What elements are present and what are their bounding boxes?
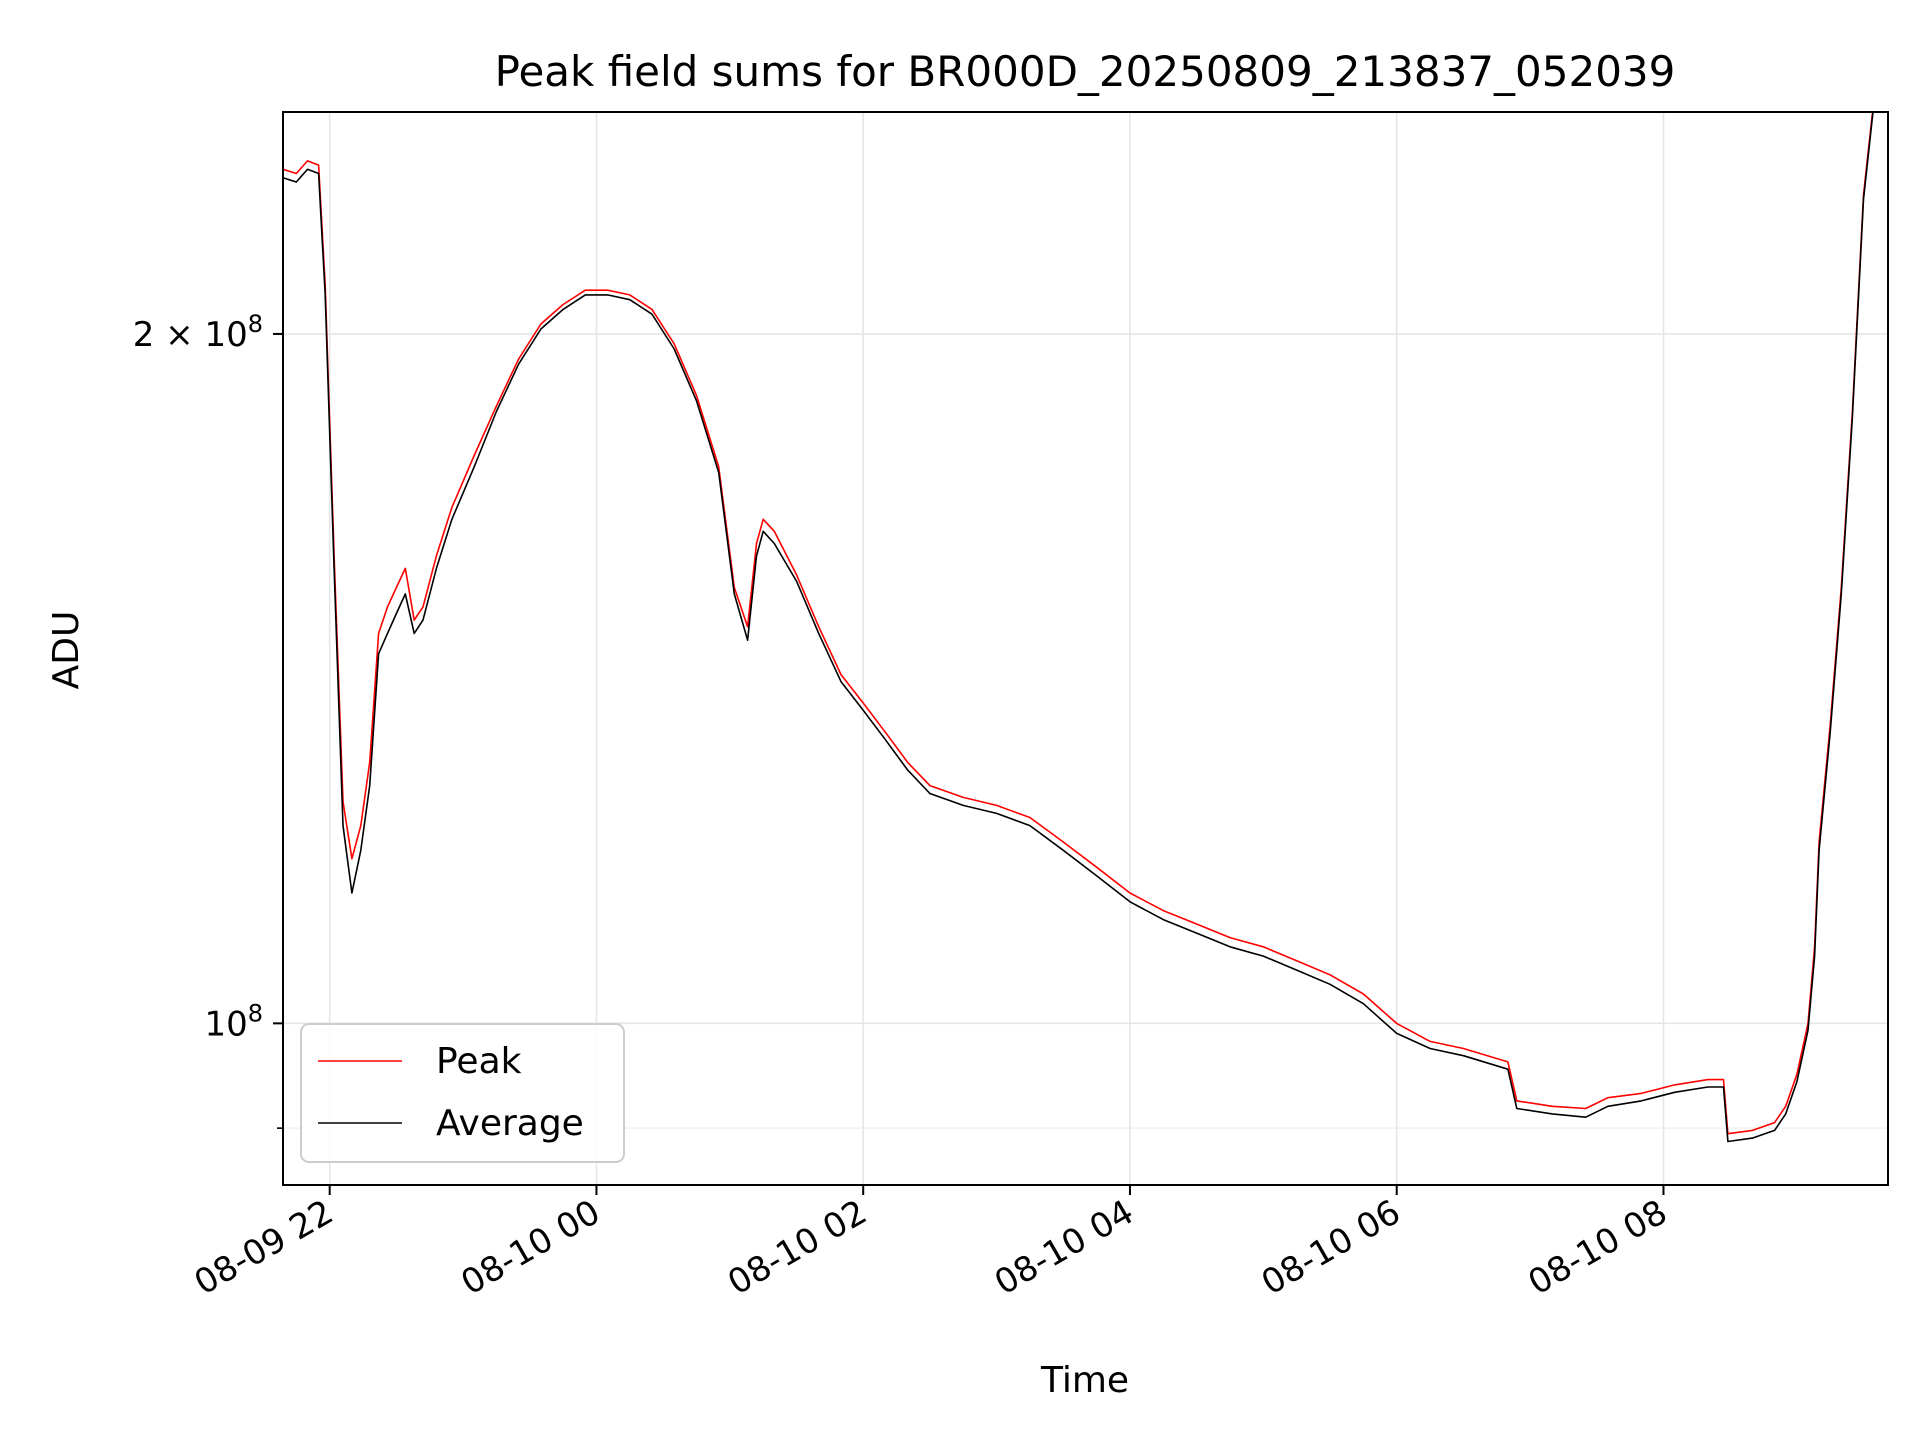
chart-title: Peak field sums for BR000D_20250809_2138… [495,47,1676,96]
legend-box [300,1023,625,1163]
x-tick-label: 08-10 04 [988,1192,1140,1303]
x-tick-label: 08-10 06 [1255,1192,1407,1303]
y-tick-label: 2 × 108 [133,310,263,355]
plot-frame [282,111,1889,1186]
series-line-peak [283,112,1874,1135]
y-tick-label: 108 [204,999,263,1044]
legend-label-peak: Peak [436,1041,522,1082]
x-tick-label: 08-09 22 [188,1192,340,1303]
legend: Peak Average [300,1023,625,1163]
y-axis-title: ADU [46,611,87,690]
x-axis-title: Time [1040,1360,1129,1401]
series-line-average [283,112,1874,1143]
series-layer [283,112,1874,1143]
x-tick-label: 08-10 00 [455,1192,607,1303]
legend-label-average: Average [436,1103,584,1144]
x-tick-label: 08-10 02 [721,1192,873,1303]
x-tick-label: 08-10 08 [1522,1192,1674,1303]
